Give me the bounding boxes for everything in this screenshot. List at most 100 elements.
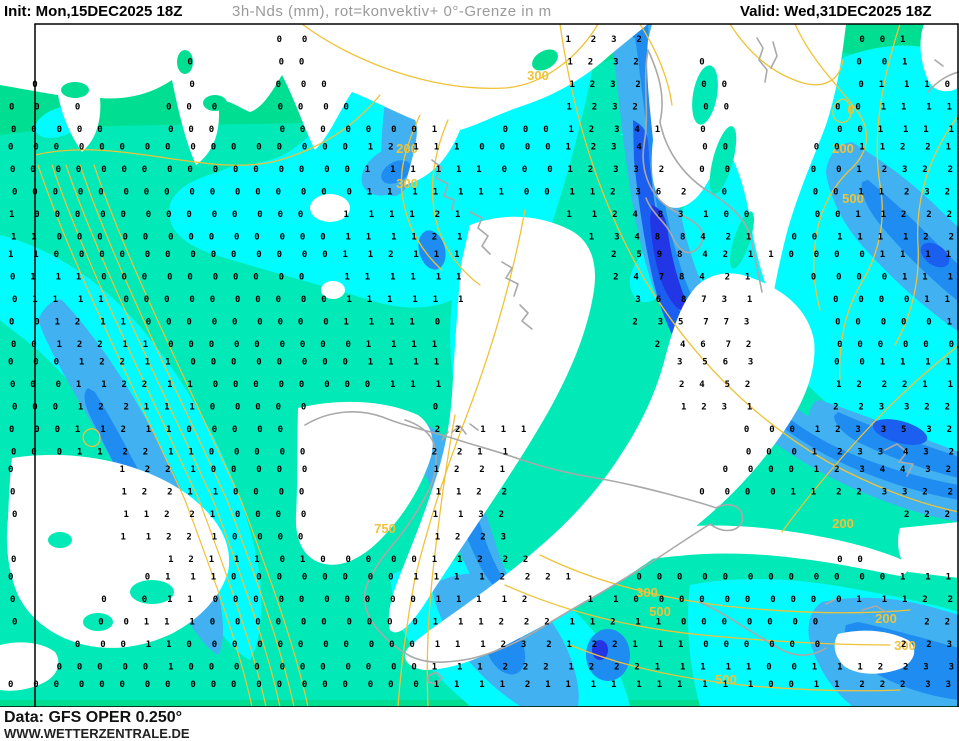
precip-digit: 0 [234,233,239,243]
precip-digit: 0 [302,465,307,475]
precip-digit: 1 [503,448,508,458]
precip-digit: 1 [458,188,463,198]
precip-digit: 1 [501,425,506,435]
precip-digit: 2 [121,425,126,435]
precip-digit: 0 [391,125,396,135]
precip-digit: 0 [277,143,282,153]
precip-digit: 2 [546,640,551,650]
precip-digit: 2 [725,273,730,283]
precip-digit: 1 [947,318,952,328]
precip-digit: 0 [366,125,371,135]
precip-digit: 0 [280,233,285,243]
precip-digit: 0 [299,273,304,283]
precip-digit: 0 [813,618,818,628]
precip-digit: 0 [235,188,240,198]
precip-digit: 4 [632,210,638,220]
precip-digit: 0 [702,143,707,153]
precip-digit: 0 [767,618,772,628]
precip-digit: 0 [744,210,749,220]
precip-digit: 0 [34,210,39,220]
precip-digit: 0 [544,188,549,198]
precip-digit: 0 [812,233,817,243]
map-title: 3h-Nds (mm), rot=konvektiv+ 0°-Grenze in… [232,3,552,20]
precip-digit: 2 [858,403,863,413]
precip-digit: 0 [145,573,150,583]
precip-digit: 1 [458,295,463,305]
precip-digit: 0 [657,573,662,583]
precip-digit: 0 [255,618,260,628]
precip-digit: 1 [432,663,437,673]
precip-digit: 0 [389,640,394,650]
precip-digit: 1 [479,680,484,690]
precip-digit: 0 [792,233,797,243]
precip-digit: 2 [122,380,127,390]
precip-digit: 0 [344,103,349,113]
precip-digit: 0 [12,188,17,198]
precip-digit: 0 [748,573,753,583]
precip-digit: 6 [656,188,661,198]
precip-digit: 0 [55,425,60,435]
precip-digit: 0 [945,80,950,90]
precip-digit: 0 [98,188,103,198]
precip-digit: 0 [31,448,36,458]
precip-digit: 1 [857,233,862,243]
precip-digit: 1 [878,125,883,135]
precip-digit: 0 [97,233,102,243]
precip-digit: 2 [435,210,440,220]
precip-digit: 0 [164,188,169,198]
contour-label: 0 [847,102,854,117]
precip-digit: 1 [680,663,685,673]
precip-digit: 1 [121,533,126,543]
precip-digit: 0 [835,318,840,328]
precip-digit: 0 [722,618,727,628]
precip-digit: 0 [793,618,798,628]
precip-digit: 2 [904,188,909,198]
precip-digit: 1 [879,80,884,90]
precip-digit: 0 [369,640,374,650]
precip-digit: 0 [186,318,191,328]
precip-digit: 0 [301,188,306,198]
precip-digit: 0 [124,618,129,628]
precip-digit: 2 [947,210,952,220]
precip-digit: 5 [678,318,683,328]
precip-digit: 1 [836,380,841,390]
precip-digit: 1 [167,595,172,605]
precip-digit: 0 [410,595,415,605]
precip-digit: 3 [904,403,909,413]
precip-digit: 0 [390,595,395,605]
precip-digit: 0 [722,188,727,198]
precip-digit: 1 [946,573,951,583]
precip-digit: 1 [478,618,483,628]
precip-digit: 0 [144,188,149,198]
precip-digit: 2 [926,640,931,650]
precip-digit: 1 [880,143,885,153]
precip-digit: 3 [635,188,640,198]
precip-digit: 2 [502,488,507,498]
precip-digit: 0 [276,80,281,90]
precip-digit: 0 [100,210,105,220]
precip-digit: 1 [923,125,928,135]
precip-digit: 0 [699,488,704,498]
precip-digit: 0 [701,80,706,90]
precip-digit: 1 [856,595,861,605]
precip-digit: 0 [276,403,281,413]
precip-digit: 1 [681,403,686,413]
precip-digit: 0 [31,125,36,135]
precip-digit: 2 [835,425,840,435]
precip-digit: 1 [234,555,239,565]
precip-digit: 0 [166,103,171,113]
precip-digit: 0 [298,318,303,328]
precip-digit: 0 [366,663,371,673]
precip-digit: 0 [33,143,38,153]
precip-digit: 1 [78,295,83,305]
precip-digit: 2 [946,465,951,475]
precip-digit: 0 [256,680,261,690]
precip-digit: 0 [278,640,283,650]
precip-digit: 0 [855,318,860,328]
precip-digit: 0 [879,295,884,305]
precip-digit: 1 [566,680,571,690]
precip-digit: 1 [367,188,372,198]
precip-digit: 2 [589,663,594,673]
precip-digit: 1 [925,573,930,583]
precip-digit: 1 [590,618,595,628]
